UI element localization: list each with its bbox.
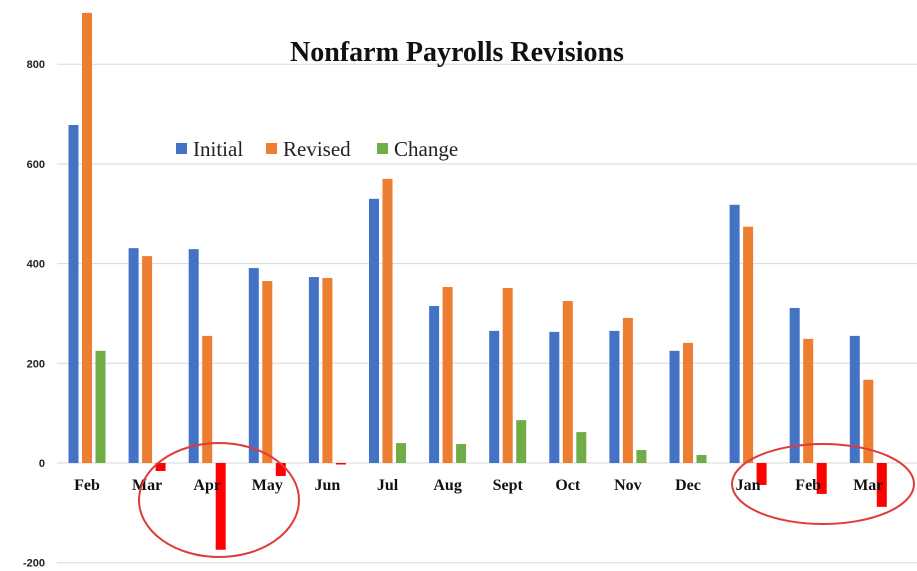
bar-change: [696, 455, 707, 463]
bar-initial: [729, 204, 740, 464]
legend-swatch-initial: [176, 143, 187, 154]
x-tick-label: Mar: [132, 477, 162, 494]
bar-initial: [609, 330, 620, 463]
y-tick-label: 0: [39, 458, 45, 470]
bar-revised: [683, 342, 693, 463]
x-tick-label: Sept: [493, 477, 524, 494]
legend-label-change: Change: [394, 137, 458, 161]
bar-initial: [188, 249, 199, 463]
legend-swatch-change: [377, 143, 388, 154]
bars: [68, 12, 887, 550]
chart-title: Nonfarm Payrolls Revisions: [290, 37, 624, 68]
y-axis-ticks: -200 0 200 400 600 800: [23, 59, 45, 570]
x-tick-label: Dec: [675, 477, 701, 494]
bar-revised: [262, 281, 273, 463]
bar-change: [576, 432, 587, 463]
bar-change: [636, 450, 647, 463]
bar-change: [816, 463, 827, 494]
bar-initial: [549, 331, 560, 463]
bar-revised: [202, 335, 213, 463]
annotation-circle-apr-may: [138, 442, 300, 558]
y-tick-label: 200: [27, 358, 45, 370]
bar-change: [876, 463, 887, 507]
bar-change: [275, 463, 286, 476]
y-tick-label: -200: [23, 558, 45, 570]
gridlines: [57, 63, 917, 564]
bar-change: [335, 463, 346, 465]
bar-initial: [369, 198, 379, 464]
bar-initial: [128, 248, 139, 463]
bar-revised: [502, 288, 513, 463]
bar-initial: [308, 277, 319, 463]
x-tick-label: Jun: [315, 477, 341, 494]
legend-label-initial: Initial: [193, 137, 243, 161]
bar-initial: [248, 268, 259, 463]
y-tick-label: 400: [27, 259, 45, 271]
x-tick-label: Oct: [555, 477, 581, 494]
annotation-circle-jan-mar: [731, 443, 915, 525]
bar-revised: [82, 12, 92, 464]
x-axis-ticks: Feb Mar Apr May Jun Jul Aug Sept Oct Nov Dec Jan Feb…: [74, 477, 883, 494]
x-tick-label: Feb: [795, 477, 821, 494]
y-tick-label: 600: [27, 159, 45, 171]
bar-initial: [429, 305, 440, 463]
x-tick-label: Jul: [377, 477, 399, 494]
annotations: [138, 442, 915, 558]
legend-swatch-revised: [266, 143, 277, 154]
y-tick-label: 800: [27, 59, 45, 71]
bar-revised: [863, 379, 874, 463]
bar-revised: [442, 287, 453, 463]
bar-initial: [669, 350, 680, 463]
bar-initial: [789, 307, 800, 463]
x-tick-label: May: [252, 477, 283, 494]
bar-revised: [562, 300, 573, 463]
bar-change: [95, 350, 106, 463]
x-tick-label: Aug: [433, 477, 461, 494]
bar-initial: [849, 335, 860, 463]
bar-initial: [489, 330, 500, 463]
legend: Initial Revised Change: [176, 137, 458, 161]
x-tick-label: Nov: [614, 477, 642, 494]
bar-change: [155, 463, 166, 471]
bar-revised: [743, 226, 754, 463]
bar-revised: [322, 278, 333, 463]
bar-initial: [68, 125, 79, 463]
legend-label-revised: Revised: [283, 137, 351, 161]
bar-revised: [142, 256, 153, 463]
bar-change: [215, 463, 226, 550]
x-tick-label: Mar: [853, 477, 883, 494]
bar-revised: [382, 178, 393, 464]
bar-change: [456, 444, 467, 463]
bar-change: [396, 443, 406, 463]
x-tick-label: Jan: [736, 477, 761, 494]
bar-revised: [622, 317, 633, 463]
bar-revised: [803, 338, 814, 463]
bar-change: [516, 420, 527, 463]
x-tick-label: Feb: [74, 477, 100, 494]
x-tick-label: Apr: [193, 477, 221, 494]
bar-change: [756, 463, 767, 485]
